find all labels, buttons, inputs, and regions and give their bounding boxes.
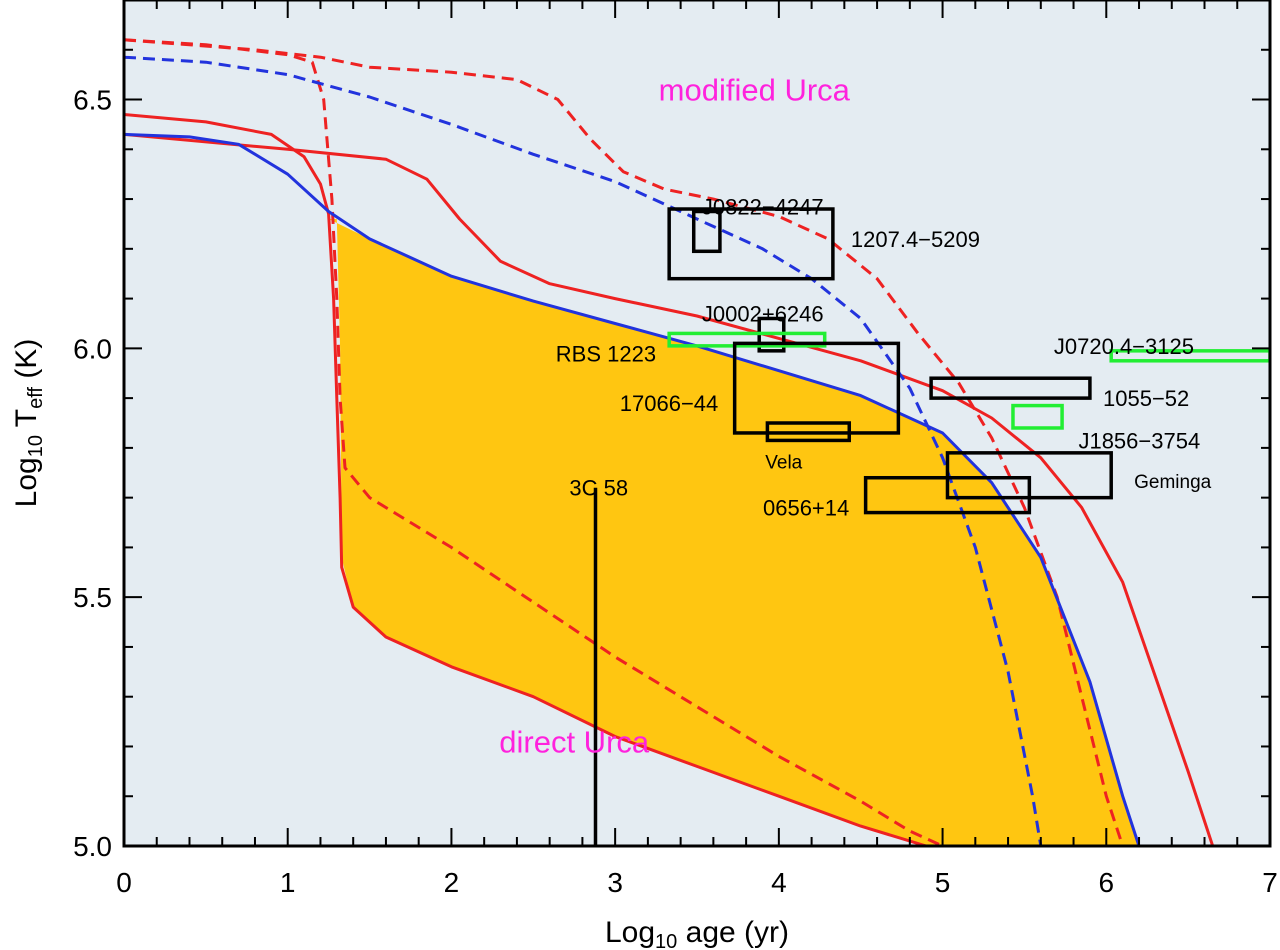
obs-box-j1856-3754 — [1011, 403, 1064, 430]
obs-box-0656-14 — [863, 475, 1032, 515]
obs-box-1207-4-5209 — [667, 207, 835, 281]
x-tick-label: 1 — [280, 867, 296, 898]
y-axis-title: Log10 Teff (K) — [10, 339, 47, 508]
obs-box-j0720-4-3125 — [1109, 349, 1270, 363]
obs-box-vela — [765, 421, 852, 443]
obs-label-j0822-4247: J0822−4247 — [702, 195, 824, 220]
obs-box-j0822-4247 — [691, 209, 722, 254]
obs-label-3c-58: 3C 58 — [569, 476, 628, 501]
obs-label-j0002-6246: J0002+6246 — [702, 302, 824, 327]
y-tick-label: 6.5 — [73, 85, 112, 116]
obs-label-1207-4-5209: 1207.4−5209 — [851, 227, 980, 252]
cooling-curve-red-solid-1 — [124, 132, 1215, 846]
allowed-region-fill — [328, 219, 1140, 846]
cooling-curve-blue-solid-4 — [124, 132, 1141, 846]
x-tick-label: 0 — [116, 867, 132, 898]
region-label-modified-urca: modified Urca — [659, 73, 851, 108]
y-tick-label: 5.5 — [73, 582, 112, 613]
x-tick-label: 5 — [935, 867, 951, 898]
cooling-curve-blue-dashed-5 — [124, 55, 1043, 846]
cooling-curve-red-solid-0 — [124, 113, 927, 846]
x-tick-label: 3 — [607, 867, 623, 898]
obs-label-17066-44: 17066−44 — [620, 391, 719, 416]
obs-box-17066-44 — [732, 341, 901, 435]
x-tick-label: 4 — [771, 867, 787, 898]
x-tick-label: 2 — [444, 867, 460, 898]
obs-label-j1856-3754: J1856−3754 — [1078, 428, 1200, 453]
x-tick-label: 6 — [1098, 867, 1114, 898]
region-label-direct-urca: direct Urca — [499, 724, 650, 759]
x-axis-title: Log10 age (yr) — [605, 916, 789, 950]
y-tick-label: 6.0 — [73, 333, 112, 364]
obs-label-geminga: Geminga — [1134, 472, 1212, 493]
obs-box-1055-52 — [929, 376, 1092, 400]
cooling-curve-red-dashed-2 — [124, 38, 944, 846]
obs-label-rbs-1223: RBS 1223 — [556, 341, 656, 366]
plot-frame — [122, 0, 1272, 848]
y-tick-label: 5.0 — [73, 831, 112, 862]
x-tick-label: 7 — [1262, 867, 1278, 898]
obs-label-0656-14: 0656+14 — [763, 496, 849, 521]
obs-label-vela: Vela — [765, 452, 802, 473]
obs-label-j0720-4-3125: J0720.4−3125 — [1054, 334, 1194, 359]
obs-box-rbs-1223 — [667, 331, 827, 348]
obs-label-1055-52: 1055−52 — [1103, 386, 1189, 411]
